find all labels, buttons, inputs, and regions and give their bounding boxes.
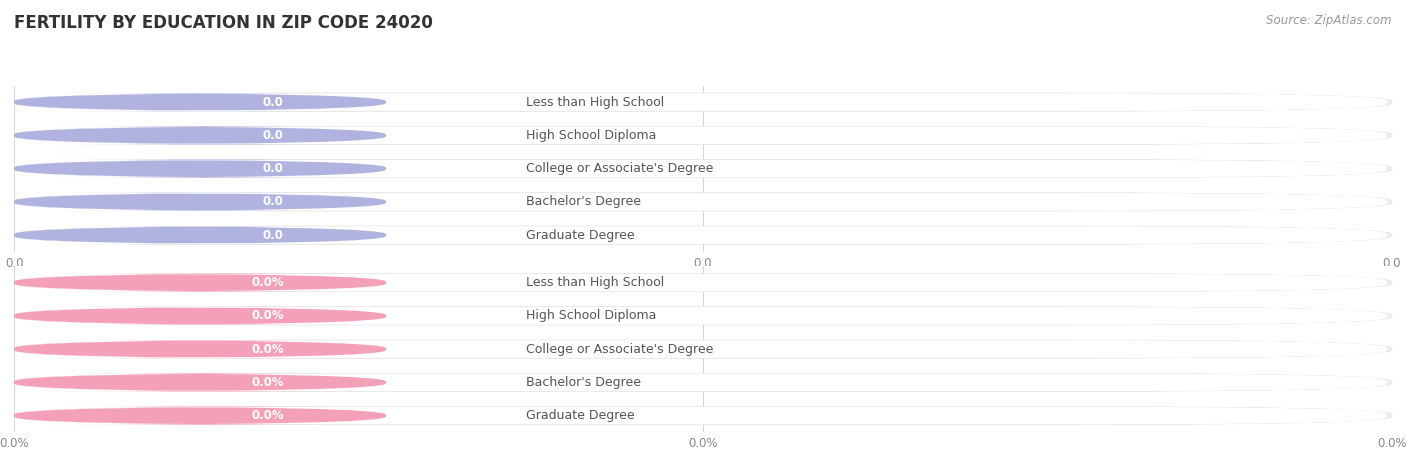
FancyBboxPatch shape [20, 160, 1386, 177]
FancyBboxPatch shape [20, 193, 1386, 210]
FancyBboxPatch shape [20, 94, 1386, 111]
Text: Bachelor's Degree: Bachelor's Degree [526, 195, 641, 209]
Text: Source: ZipAtlas.com: Source: ZipAtlas.com [1267, 14, 1392, 27]
Text: 0.0: 0.0 [263, 195, 284, 209]
Text: 0.0: 0.0 [263, 162, 284, 175]
Text: 0.0%: 0.0% [252, 342, 284, 356]
FancyBboxPatch shape [14, 307, 387, 325]
Text: Less than High School: Less than High School [526, 276, 664, 289]
Text: College or Associate's Degree: College or Associate's Degree [526, 342, 713, 356]
Text: 0.0%: 0.0% [252, 409, 284, 422]
FancyBboxPatch shape [14, 226, 387, 244]
Text: Bachelor's Degree: Bachelor's Degree [526, 376, 641, 389]
Text: College or Associate's Degree: College or Associate's Degree [526, 162, 713, 175]
Text: 0.0: 0.0 [263, 95, 284, 109]
FancyBboxPatch shape [20, 341, 1386, 358]
FancyBboxPatch shape [14, 373, 387, 391]
FancyBboxPatch shape [14, 274, 387, 292]
FancyBboxPatch shape [14, 160, 1392, 178]
FancyBboxPatch shape [14, 93, 1392, 111]
FancyBboxPatch shape [14, 340, 387, 358]
FancyBboxPatch shape [20, 127, 1386, 144]
Text: High School Diploma: High School Diploma [526, 129, 657, 142]
FancyBboxPatch shape [14, 340, 1392, 358]
FancyBboxPatch shape [14, 160, 387, 178]
Text: High School Diploma: High School Diploma [526, 309, 657, 323]
FancyBboxPatch shape [14, 274, 1392, 292]
FancyBboxPatch shape [20, 307, 1386, 324]
FancyBboxPatch shape [14, 93, 387, 111]
FancyBboxPatch shape [14, 226, 1392, 244]
FancyBboxPatch shape [14, 407, 1392, 425]
FancyBboxPatch shape [14, 407, 387, 425]
FancyBboxPatch shape [20, 274, 1386, 291]
Text: 0.0%: 0.0% [252, 276, 284, 289]
FancyBboxPatch shape [20, 407, 1386, 424]
Text: 0.0%: 0.0% [252, 376, 284, 389]
FancyBboxPatch shape [14, 373, 1392, 391]
FancyBboxPatch shape [14, 126, 1392, 144]
FancyBboxPatch shape [14, 193, 1392, 211]
FancyBboxPatch shape [14, 307, 1392, 325]
Text: 0.0: 0.0 [263, 228, 284, 242]
FancyBboxPatch shape [14, 193, 387, 211]
Text: Less than High School: Less than High School [526, 95, 664, 109]
Text: FERTILITY BY EDUCATION IN ZIP CODE 24020: FERTILITY BY EDUCATION IN ZIP CODE 24020 [14, 14, 433, 32]
Text: 0.0: 0.0 [263, 129, 284, 142]
FancyBboxPatch shape [20, 374, 1386, 391]
FancyBboxPatch shape [14, 126, 387, 144]
Text: Graduate Degree: Graduate Degree [526, 228, 634, 242]
Text: Graduate Degree: Graduate Degree [526, 409, 634, 422]
Text: 0.0%: 0.0% [252, 309, 284, 323]
FancyBboxPatch shape [20, 227, 1386, 244]
